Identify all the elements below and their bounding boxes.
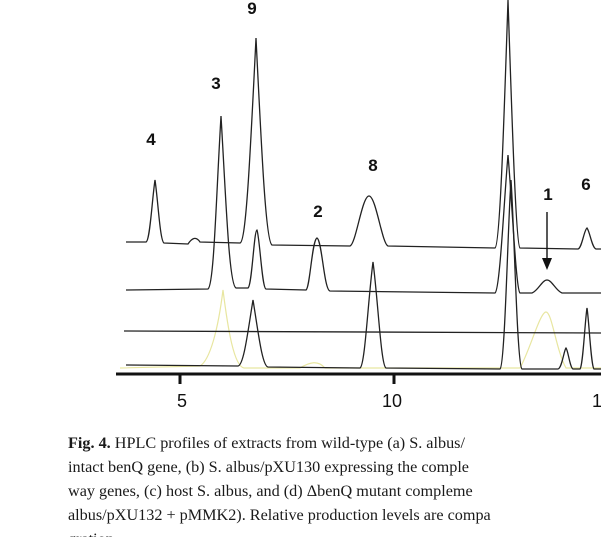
caption-line-4: albus/pXU132 + pMMK2). Relative producti… <box>68 506 491 524</box>
faint-overlay-trace <box>119 289 601 369</box>
figure-label: Fig. 4. <box>68 434 111 452</box>
trace-a <box>126 0 601 250</box>
peak-label-4: 4 <box>146 130 156 149</box>
peak-label-9: 9 <box>247 0 256 18</box>
caption-line-1-text: HPLC profiles of extracts from wild-type… <box>110 434 465 452</box>
peak-label-1: 1 <box>543 185 552 204</box>
caption-line-5: gration <box>68 527 601 537</box>
figure-caption: Fig. 4. HPLC profiles of extracts from w… <box>68 431 601 537</box>
peak-label-2: 2 <box>313 202 322 221</box>
caption-line-3: way genes, (c) host S. albus, and (d) Δb… <box>68 482 473 500</box>
peak-1-arrow-head <box>542 258 552 270</box>
x-tick-label-5: 5 <box>177 391 187 411</box>
x-tick-label-10: 10 <box>382 391 402 411</box>
trace-b <box>125 115 601 294</box>
caption-line-1: Fig. 4. HPLC profiles of extracts from w… <box>68 431 601 455</box>
trace-d <box>125 179 601 370</box>
peak-label-8: 8 <box>368 156 377 175</box>
peak-label-6: 6 <box>581 175 590 194</box>
x-tick-label-1x: 1 <box>592 391 601 411</box>
peak-label-3: 3 <box>211 74 220 93</box>
trace-c <box>123 330 601 334</box>
caption-line-2: intact benQ gene, (b) S. albus/pXU130 ex… <box>68 458 469 476</box>
